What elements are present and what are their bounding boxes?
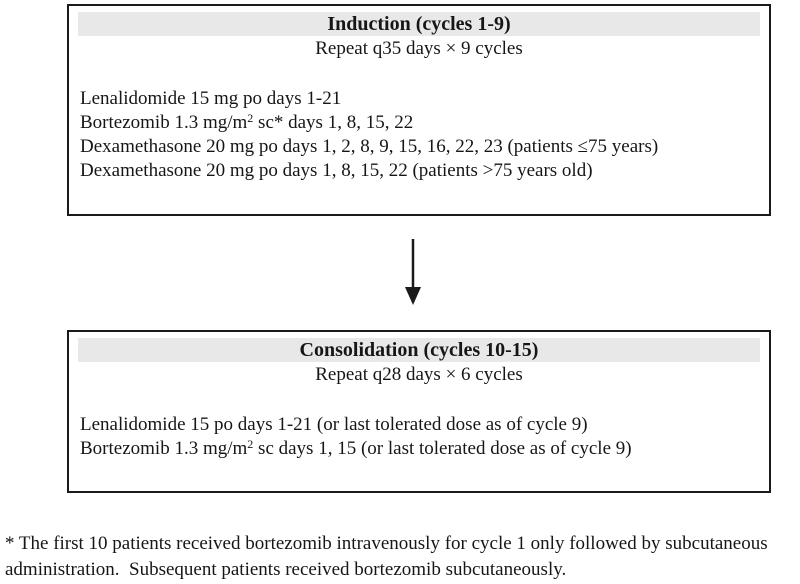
consolidation-title: Consolidation (cycles 10-15) (78, 338, 760, 362)
drug-line-text: Bortezomib 1.3 mg/m (80, 112, 248, 133)
drug-line-text: Dexamethasone 20 mg po days 1, 2, 8, 9, … (80, 136, 659, 157)
consolidation-subtitle: Repeat q28 days × 6 cycles (315, 364, 523, 385)
drug-line-text: sc days 1, 15 (or last tolerated dose as… (253, 438, 632, 459)
drug-line-text: Bortezomib 1.3 mg/m (80, 438, 248, 459)
consolidation-drug-list: Lenalidomide 15 po days 1-21 (or last to… (69, 413, 769, 461)
consolidation-box: Consolidation (cycles 10-15) Repeat q28 … (67, 330, 771, 493)
drug-line-bortezomib: Bortezomib 1.3 mg/m2 sc days 1, 15 (or l… (80, 437, 769, 461)
drug-line-text: Lenalidomide 15 mg po days 1-21 (80, 88, 342, 109)
drug-line-text: Dexamethasone 20 mg po days 1, 8, 15, 22… (80, 160, 593, 181)
induction-subtitle: Repeat q35 days × 9 cycles (315, 38, 523, 59)
drug-line-text: sc* days 1, 8, 15, 22 (253, 112, 414, 133)
drug-line-text: Lenalidomide 15 po days 1-21 (or last to… (80, 414, 588, 435)
drug-line-bortezomib: Bortezomib 1.3 mg/m2 sc* days 1, 8, 15, … (80, 111, 769, 135)
footnote: * The first 10 patients received bortezo… (5, 533, 773, 580)
superscript: 2 (247, 437, 254, 451)
drug-line-lenalidomide: Lenalidomide 15 po days 1-21 (or last to… (80, 413, 769, 437)
induction-box: Induction (cycles 1-9) Repeat q35 days ×… (67, 4, 771, 216)
induction-drug-list: Lenalidomide 15 mg po days 1-21 Bortezom… (69, 87, 769, 183)
drug-line-lenalidomide: Lenalidomide 15 mg po days 1-21 (80, 87, 769, 111)
superscript: 2 (247, 111, 254, 125)
drug-line-dexamethasone-under-75: Dexamethasone 20 mg po days 1, 2, 8, 9, … (80, 135, 769, 159)
drug-line-dexamethasone-over-75: Dexamethasone 20 mg po days 1, 8, 15, 22… (80, 159, 769, 183)
down-arrow-icon (405, 239, 421, 305)
induction-title: Induction (cycles 1-9) (78, 12, 760, 36)
